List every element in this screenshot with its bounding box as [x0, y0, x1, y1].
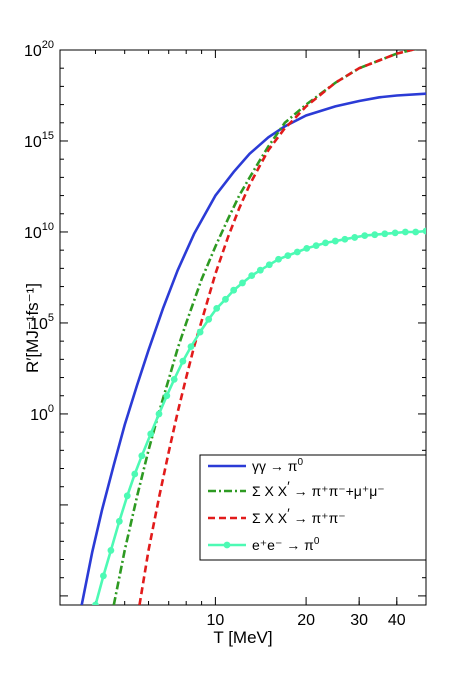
series-line-3 [138, 50, 417, 605]
series-marker [265, 261, 273, 269]
series-marker [170, 375, 178, 383]
legend-label-4: e⁺e⁻ → π0 [252, 536, 320, 553]
series-marker [341, 235, 349, 243]
series-marker [275, 255, 282, 263]
series-marker [115, 517, 123, 525]
x-tick-label: 10 [206, 612, 224, 629]
series-marker [123, 492, 131, 500]
series-marker [147, 430, 155, 438]
series-marker [92, 601, 99, 605]
legend: γγ → π0 Σ X X′ → π⁺π⁻+μ⁺μ⁻ Σ X X′ → π⁺π⁻ e⁺… [199, 454, 427, 561]
series-marker [187, 343, 195, 351]
y-tick-label: 1015 [24, 130, 54, 151]
x-tick-label: 40 [388, 612, 406, 629]
series-line-1 [80, 92, 426, 605]
series-marker [293, 248, 301, 256]
series-marker [131, 470, 139, 478]
series-marker [422, 227, 426, 235]
x-axis-title: T [MeV] [213, 628, 272, 647]
series-marker [222, 295, 229, 303]
series-marker [256, 266, 264, 274]
series-layer [80, 50, 426, 605]
series-marker [230, 286, 238, 294]
series-marker [205, 315, 213, 323]
series-marker [391, 229, 399, 237]
series-marker [163, 392, 171, 400]
series-marker [322, 239, 329, 247]
series-marker [107, 547, 115, 554]
series-marker [381, 230, 389, 238]
plot-frame [59, 49, 427, 606]
y-tick-label: 1020 [24, 39, 54, 60]
series-marker [401, 228, 409, 236]
legend-label-3: Σ X X′ → π⁺π⁻ [252, 505, 346, 526]
y-tick-label: 100 [30, 403, 54, 424]
y-tick-label: 105 [30, 312, 54, 333]
series-marker [138, 452, 146, 460]
series-marker [361, 232, 369, 240]
y-tick-label: 1010 [24, 221, 54, 242]
legend-marker [223, 541, 231, 549]
series-marker [213, 304, 221, 312]
series-marker [351, 234, 359, 241]
series-marker [248, 272, 256, 280]
x-tick-label: 30 [350, 612, 368, 629]
series-line-2 [112, 50, 417, 605]
series-marker [284, 252, 292, 260]
y-axis-title: R′[MJ⁻¹fs⁻¹] [23, 283, 42, 373]
legend-box [199, 454, 427, 561]
series-marker [179, 357, 187, 365]
series-marker [412, 228, 420, 236]
x-tick-label: 20 [297, 612, 315, 629]
series-marker [331, 237, 339, 245]
series-marker [312, 242, 320, 250]
legend-label-1: γγ → π0 [252, 457, 303, 474]
series-marker [239, 279, 246, 287]
legend-label-2: Σ X X′ → π⁺π⁻+μ⁺μ⁻ [252, 478, 385, 499]
series-marker [155, 410, 163, 418]
series-marker [196, 328, 204, 336]
series-marker [303, 244, 311, 252]
series-marker [371, 231, 379, 239]
series-marker [100, 572, 107, 580]
